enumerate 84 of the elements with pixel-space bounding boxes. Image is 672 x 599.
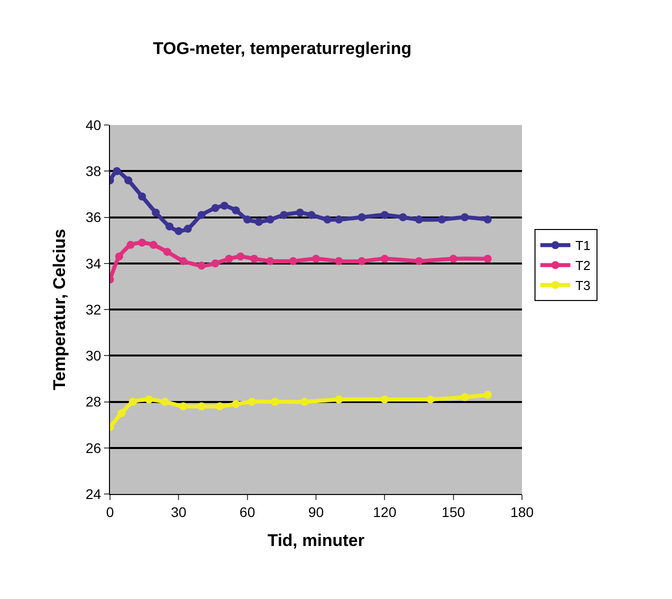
point bbox=[211, 204, 220, 212]
y-tick-label: 26 bbox=[86, 440, 102, 456]
point bbox=[232, 400, 240, 408]
point bbox=[138, 192, 146, 200]
point bbox=[115, 252, 124, 260]
point bbox=[415, 257, 423, 266]
point bbox=[289, 257, 298, 266]
point bbox=[179, 257, 188, 266]
point bbox=[300, 398, 309, 406]
point bbox=[112, 167, 121, 176]
x-axis-title: Tid, minuter bbox=[268, 531, 365, 550]
point bbox=[198, 402, 206, 410]
point bbox=[225, 254, 234, 263]
x-tick-label: 0 bbox=[106, 504, 114, 520]
point bbox=[250, 254, 258, 263]
point bbox=[198, 210, 206, 219]
point bbox=[211, 259, 220, 268]
point bbox=[124, 176, 132, 184]
point bbox=[270, 398, 279, 406]
point bbox=[126, 240, 135, 249]
point bbox=[243, 216, 252, 224]
point bbox=[312, 254, 320, 263]
point bbox=[117, 409, 126, 418]
point bbox=[380, 395, 389, 404]
y-tick-label: 28 bbox=[86, 394, 102, 410]
y-tick-label: 24 bbox=[86, 486, 102, 502]
chart-title: TOG-meter, temperaturreglering bbox=[152, 38, 412, 58]
point bbox=[254, 218, 263, 226]
point bbox=[334, 395, 343, 404]
y-tick-label: 34 bbox=[86, 255, 102, 272]
point bbox=[398, 213, 407, 222]
point bbox=[280, 210, 288, 219]
point bbox=[179, 402, 188, 410]
point bbox=[163, 248, 172, 256]
point bbox=[128, 398, 137, 406]
point bbox=[334, 257, 343, 266]
x-tick-label: 90 bbox=[308, 504, 324, 520]
point bbox=[220, 202, 228, 210]
point bbox=[144, 395, 153, 404]
point bbox=[323, 216, 332, 224]
y-tick-label: 38 bbox=[86, 163, 102, 180]
point bbox=[380, 210, 389, 219]
legend-label: T3 bbox=[575, 278, 591, 294]
point bbox=[236, 252, 244, 260]
y-tick-label: 36 bbox=[86, 209, 102, 226]
x-tick-label: 120 bbox=[372, 504, 397, 520]
point bbox=[334, 216, 343, 224]
legend-label: T1 bbox=[575, 238, 591, 254]
point bbox=[266, 216, 274, 224]
point bbox=[426, 395, 434, 404]
point bbox=[166, 222, 174, 230]
point bbox=[232, 206, 240, 214]
point bbox=[198, 262, 206, 270]
y-tick-label: 30 bbox=[86, 348, 102, 364]
point bbox=[484, 216, 492, 224]
point bbox=[415, 216, 423, 224]
point bbox=[216, 402, 224, 410]
point bbox=[460, 393, 469, 402]
point bbox=[484, 390, 492, 399]
point bbox=[174, 227, 183, 236]
y-axis-title: Temperatur, Celcius bbox=[50, 228, 70, 390]
legend-label: T2 bbox=[575, 258, 591, 274]
point bbox=[358, 257, 366, 266]
point bbox=[358, 213, 366, 222]
x-tick-label: 150 bbox=[442, 504, 466, 520]
y-tick-label: 40 bbox=[86, 116, 102, 133]
point bbox=[160, 398, 169, 406]
point bbox=[184, 224, 192, 233]
point bbox=[460, 213, 469, 222]
point bbox=[296, 208, 304, 217]
point bbox=[152, 208, 160, 217]
point bbox=[266, 257, 274, 266]
x-tick-label: 30 bbox=[170, 504, 187, 520]
point bbox=[438, 216, 446, 224]
point bbox=[248, 398, 256, 406]
point bbox=[380, 254, 389, 263]
point bbox=[138, 238, 146, 247]
point bbox=[449, 254, 458, 263]
point bbox=[484, 254, 492, 263]
y-tick-label: 32 bbox=[86, 301, 102, 318]
point bbox=[307, 210, 316, 219]
x-tick-label: 180 bbox=[510, 504, 534, 520]
point bbox=[149, 240, 158, 249]
x-tick-label: 60 bbox=[240, 504, 256, 520]
